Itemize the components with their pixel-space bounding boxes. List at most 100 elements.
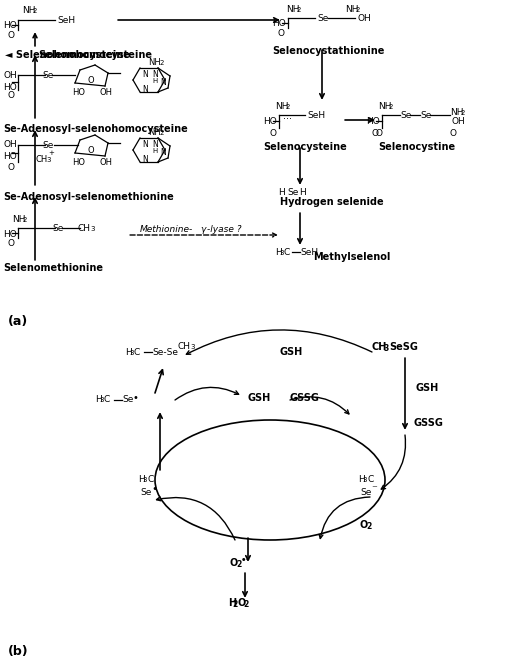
- Text: O: O: [372, 129, 379, 138]
- Text: GSH: GSH: [280, 347, 303, 357]
- Text: ⁻: ⁻: [371, 484, 377, 494]
- Text: Se: Se: [42, 71, 54, 80]
- Text: O: O: [360, 520, 368, 530]
- Text: 2: 2: [356, 7, 360, 13]
- Text: (a): (a): [8, 315, 28, 328]
- Text: OH: OH: [100, 158, 113, 167]
- Text: Se: Se: [140, 488, 151, 497]
- Text: Selenocystine: Selenocystine: [378, 142, 455, 152]
- Text: SeH: SeH: [300, 248, 318, 257]
- Text: OH: OH: [452, 117, 466, 126]
- Text: NH: NH: [22, 6, 35, 15]
- Text: N: N: [142, 70, 148, 79]
- Text: •⁻: •⁻: [241, 556, 251, 565]
- Text: H: H: [278, 188, 285, 197]
- Text: 3: 3: [90, 226, 95, 232]
- Text: HO: HO: [3, 152, 17, 161]
- Text: Hydrogen selenide: Hydrogen selenide: [280, 197, 384, 207]
- Text: O: O: [8, 163, 15, 172]
- Text: 2: 2: [366, 522, 371, 531]
- Text: •: •: [151, 484, 158, 494]
- Text: 2: 2: [33, 8, 37, 14]
- Text: NH: NH: [275, 102, 289, 111]
- Text: Se: Se: [52, 224, 63, 233]
- Text: Se: Se: [287, 188, 298, 197]
- Text: OH: OH: [357, 14, 371, 23]
- Text: GSSG: GSSG: [413, 418, 443, 428]
- Text: Se: Se: [400, 111, 411, 120]
- Text: O: O: [376, 129, 383, 138]
- Text: 3: 3: [279, 250, 283, 256]
- Text: Se-Se: Se-Se: [152, 348, 178, 357]
- Text: CH: CH: [35, 155, 47, 164]
- Text: H: H: [358, 475, 365, 484]
- Text: NH: NH: [286, 5, 300, 14]
- Text: OH: OH: [3, 71, 17, 80]
- Text: ...: ...: [283, 111, 292, 121]
- Text: ◄ Selenohomocysteine: ◄ Selenohomocysteine: [5, 50, 130, 60]
- Text: O: O: [8, 31, 15, 40]
- Text: Methionine-: Methionine-: [140, 225, 193, 234]
- Text: HO: HO: [72, 158, 85, 167]
- Text: O: O: [8, 91, 15, 100]
- Text: O: O: [88, 146, 95, 155]
- Text: Selenocystathionine: Selenocystathionine: [272, 46, 384, 56]
- Text: N: N: [142, 140, 148, 149]
- Text: H: H: [275, 248, 282, 257]
- Text: Se: Se: [42, 141, 54, 150]
- Text: 3: 3: [129, 350, 134, 356]
- Text: O: O: [237, 598, 245, 608]
- Text: C: C: [134, 348, 140, 357]
- Text: Se: Se: [420, 111, 432, 120]
- Text: H: H: [138, 475, 145, 484]
- Text: N: N: [142, 155, 148, 164]
- Text: NH: NH: [450, 108, 463, 117]
- Text: NH: NH: [12, 215, 25, 224]
- Text: O: O: [277, 29, 284, 38]
- Text: C: C: [104, 395, 110, 404]
- Text: H: H: [125, 348, 132, 357]
- Text: NH: NH: [378, 102, 392, 111]
- Text: HO: HO: [272, 19, 286, 28]
- Text: O: O: [8, 239, 15, 248]
- Text: N: N: [152, 70, 158, 79]
- Text: 3: 3: [362, 477, 367, 483]
- Text: 2: 2: [286, 104, 290, 110]
- Text: 3: 3: [99, 397, 103, 403]
- Text: H: H: [228, 598, 236, 608]
- Text: 2: 2: [23, 217, 28, 223]
- Text: O: O: [269, 129, 276, 138]
- Text: HO: HO: [3, 21, 17, 30]
- Text: H: H: [299, 188, 306, 197]
- Text: SeH: SeH: [57, 16, 75, 25]
- Text: HO: HO: [3, 83, 17, 92]
- Text: 2: 2: [160, 60, 164, 66]
- Text: O: O: [450, 129, 457, 138]
- Text: 2: 2: [389, 104, 393, 110]
- Text: Se: Se: [360, 488, 371, 497]
- Text: O: O: [230, 558, 238, 568]
- Text: SeH: SeH: [307, 111, 325, 120]
- Text: 2: 2: [297, 7, 302, 13]
- Text: SeSG: SeSG: [389, 342, 418, 352]
- Text: NH: NH: [148, 58, 161, 67]
- Text: N: N: [142, 85, 148, 94]
- Text: NH: NH: [345, 5, 358, 14]
- Text: N: N: [152, 140, 158, 149]
- Text: 2: 2: [160, 130, 164, 136]
- Text: 3: 3: [46, 157, 50, 163]
- Text: Selenohomocysteine: Selenohomocysteine: [38, 50, 152, 60]
- Text: 3: 3: [142, 477, 147, 483]
- Text: H: H: [152, 78, 157, 84]
- Text: 3: 3: [384, 344, 389, 353]
- Text: C: C: [147, 475, 153, 484]
- Text: 3: 3: [190, 344, 194, 350]
- Text: N: N: [160, 78, 166, 87]
- Text: Se: Se: [122, 395, 133, 404]
- Text: Se-Adenosyl-selenomethionine: Se-Adenosyl-selenomethionine: [3, 192, 174, 202]
- Text: CH: CH: [178, 342, 191, 351]
- Text: Selenocysteine: Selenocysteine: [263, 142, 347, 152]
- Text: CH: CH: [372, 342, 387, 352]
- Text: 2: 2: [461, 110, 465, 116]
- Text: N: N: [160, 148, 166, 157]
